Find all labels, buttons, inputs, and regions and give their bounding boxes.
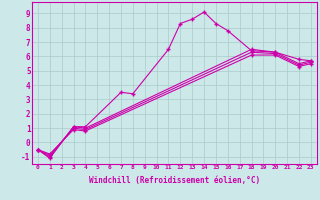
X-axis label: Windchill (Refroidissement éolien,°C): Windchill (Refroidissement éolien,°C) — [89, 176, 260, 185]
